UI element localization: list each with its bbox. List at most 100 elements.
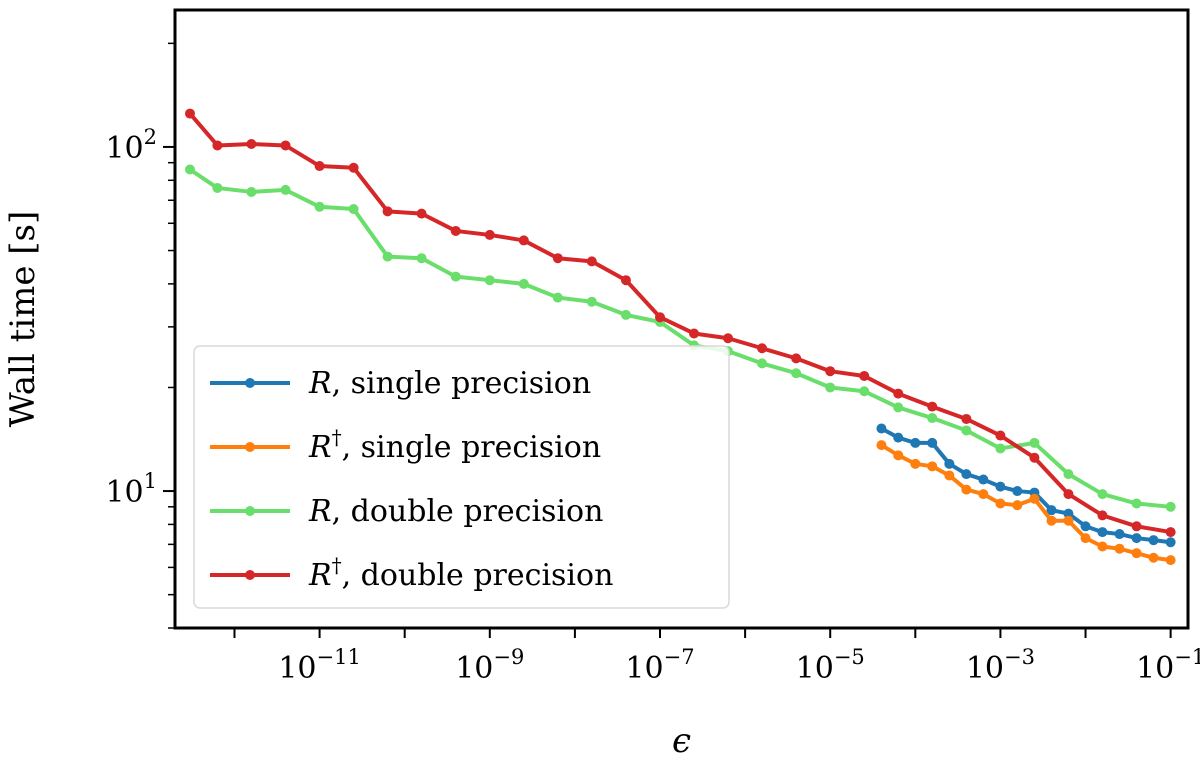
data-point xyxy=(961,484,972,495)
data-point xyxy=(1012,500,1023,511)
data-point xyxy=(1063,489,1074,500)
data-point xyxy=(978,474,989,485)
series-0 xyxy=(876,423,1176,548)
data-point xyxy=(1097,510,1108,521)
data-point xyxy=(518,235,529,246)
data-point xyxy=(825,366,836,377)
data-point xyxy=(314,161,325,172)
data-point xyxy=(348,204,359,215)
legend-box xyxy=(193,345,730,609)
x-tick-label: 10−11 xyxy=(278,645,361,686)
data-point xyxy=(995,498,1006,509)
data-point xyxy=(944,470,955,481)
series-line xyxy=(188,112,1171,535)
data-point xyxy=(1114,529,1125,540)
y-tick-label: 102 xyxy=(105,125,157,166)
data-point xyxy=(212,182,223,193)
y-axis: 101 102 xyxy=(105,42,175,629)
data-point xyxy=(655,312,666,323)
legend-item: R†, double precision xyxy=(210,553,613,593)
data-point xyxy=(184,164,195,175)
x-tick-label: 10−7 xyxy=(625,645,694,686)
data-point xyxy=(927,413,938,424)
data-point xyxy=(1097,527,1108,538)
series-3 xyxy=(184,108,1176,538)
data-point xyxy=(978,489,989,500)
x-tick-label: 10−1 xyxy=(1136,645,1200,686)
data-point xyxy=(1029,493,1040,504)
data-point xyxy=(859,370,870,381)
data-point xyxy=(1046,515,1057,526)
data-point xyxy=(1029,452,1040,463)
data-point xyxy=(876,423,887,434)
data-point xyxy=(1063,508,1074,519)
data-point xyxy=(825,382,836,393)
data-point xyxy=(1063,515,1074,526)
legend-label: R, single precision xyxy=(308,366,591,401)
data-point xyxy=(893,388,904,399)
legend-swatch-marker xyxy=(245,570,255,580)
plot-frame xyxy=(173,8,1190,630)
data-point xyxy=(184,108,195,119)
data-point xyxy=(757,343,768,354)
x-tick-label: 10−3 xyxy=(966,645,1035,686)
series-layer xyxy=(184,108,1176,566)
data-point xyxy=(995,443,1006,454)
data-point xyxy=(552,253,563,264)
x-axis: 10−11 10−9 10−7 10−5 10−3 10−1 xyxy=(233,628,1200,686)
data-point xyxy=(1012,486,1023,497)
data-point xyxy=(927,401,938,412)
data-point xyxy=(910,458,921,469)
legend-item: R, double precision xyxy=(210,494,603,529)
data-point xyxy=(1165,537,1176,548)
legend-item: R, single precision xyxy=(210,366,591,401)
legend-item: R†, single precision xyxy=(210,425,601,465)
data-point xyxy=(1046,505,1057,516)
data-point xyxy=(620,309,631,320)
data-point xyxy=(450,271,461,282)
data-point xyxy=(314,201,325,212)
data-point xyxy=(1165,501,1176,512)
data-point xyxy=(1063,469,1074,480)
data-point xyxy=(246,138,257,149)
data-point xyxy=(280,140,291,151)
data-point xyxy=(1131,533,1142,544)
data-point xyxy=(1165,555,1176,566)
legend-swatch-marker xyxy=(245,378,255,388)
data-point xyxy=(484,229,495,240)
series-2 xyxy=(184,164,1176,512)
data-point xyxy=(791,353,802,364)
data-point xyxy=(484,275,495,286)
legend-label: R†, double precision xyxy=(308,553,613,593)
data-point xyxy=(382,251,393,262)
data-point xyxy=(961,413,972,424)
data-point xyxy=(689,328,700,339)
data-point xyxy=(859,386,870,397)
legend-swatch-marker xyxy=(245,506,255,516)
data-point xyxy=(910,437,921,448)
legend-swatch-marker xyxy=(245,442,255,452)
data-point xyxy=(450,225,461,236)
data-point xyxy=(995,481,1006,492)
series-line xyxy=(188,167,1171,509)
data-point xyxy=(1131,521,1142,532)
data-point xyxy=(212,140,223,151)
data-point xyxy=(620,275,631,286)
data-point xyxy=(876,440,887,451)
data-point xyxy=(927,461,938,472)
data-point xyxy=(791,368,802,379)
data-point xyxy=(757,358,768,369)
data-point xyxy=(1029,437,1040,448)
data-point xyxy=(723,333,734,344)
data-point xyxy=(280,184,291,195)
data-point xyxy=(1131,498,1142,509)
data-point xyxy=(348,162,359,173)
data-point xyxy=(1148,535,1159,546)
data-point xyxy=(552,292,563,303)
data-point xyxy=(893,432,904,443)
data-point xyxy=(927,437,938,448)
data-point xyxy=(1148,552,1159,563)
data-point xyxy=(586,256,597,267)
data-point xyxy=(1097,489,1108,500)
